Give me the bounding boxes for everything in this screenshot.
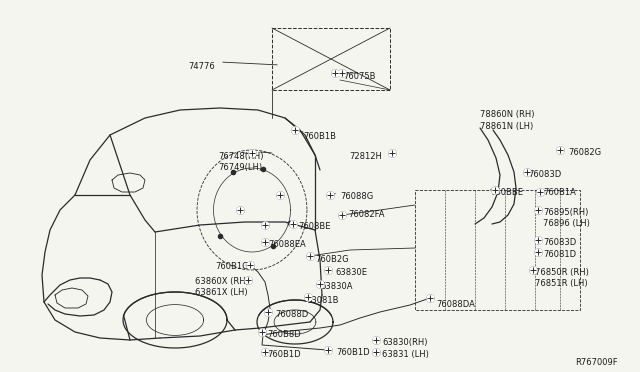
Text: 7608BE: 7608BE — [298, 222, 330, 231]
Text: 76851R (LH): 76851R (LH) — [535, 279, 588, 288]
Text: 76081D: 76081D — [543, 250, 576, 259]
Text: 78860N (RH): 78860N (RH) — [480, 110, 534, 119]
Text: R767009F: R767009F — [575, 358, 618, 367]
Text: 76748(RH): 76748(RH) — [218, 152, 264, 161]
Text: 760B1G: 760B1G — [215, 262, 248, 271]
Text: 63861X (LH): 63861X (LH) — [195, 288, 248, 297]
Text: 72812H: 72812H — [349, 152, 382, 161]
Text: 76083D: 76083D — [528, 170, 561, 179]
Text: 760B1A: 760B1A — [543, 188, 576, 197]
Text: 63860X (RH): 63860X (RH) — [195, 277, 249, 286]
Text: 63830A: 63830A — [320, 282, 353, 291]
Text: 760BBE: 760BBE — [490, 188, 523, 197]
Text: 63081B: 63081B — [306, 296, 339, 305]
Text: 76088EA: 76088EA — [268, 240, 306, 249]
Text: 76088DA: 76088DA — [436, 300, 475, 309]
Text: 76082FA: 76082FA — [348, 210, 385, 219]
Text: 63830E: 63830E — [335, 268, 367, 277]
Text: 63831 (LH): 63831 (LH) — [382, 350, 429, 359]
Text: 76083D: 76083D — [543, 238, 576, 247]
Text: 76075B: 76075B — [343, 72, 376, 81]
Text: 760B1D: 760B1D — [267, 350, 301, 359]
Text: 760B1B: 760B1B — [303, 132, 336, 141]
Text: 76749(LH): 76749(LH) — [218, 163, 262, 172]
Text: 76088D: 76088D — [275, 310, 308, 319]
Text: 76082G: 76082G — [568, 148, 601, 157]
Text: 76850R (RH): 76850R (RH) — [535, 268, 589, 277]
Text: 760B8D: 760B8D — [267, 330, 301, 339]
Text: 760B2G: 760B2G — [315, 255, 349, 264]
Text: 76088G: 76088G — [340, 192, 373, 201]
Text: 63830(RH): 63830(RH) — [382, 338, 428, 347]
Text: 76895(RH): 76895(RH) — [543, 208, 588, 217]
Text: 76896 (LH): 76896 (LH) — [543, 219, 590, 228]
Text: 74776: 74776 — [188, 62, 215, 71]
Text: 78861N (LH): 78861N (LH) — [480, 122, 533, 131]
Text: 760B1D: 760B1D — [336, 348, 370, 357]
